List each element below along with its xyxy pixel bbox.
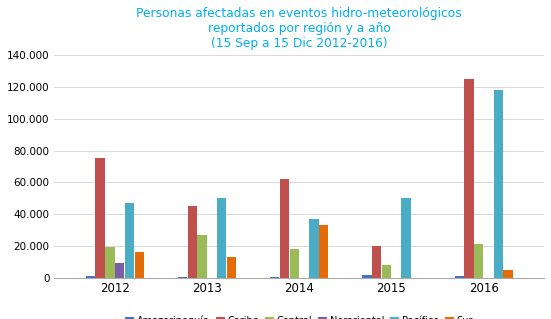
Title: Personas afectadas en eventos hidro-meteorológicos
reportados por región y a año: Personas afectadas en eventos hidro-mete… (136, 7, 462, 50)
Bar (197, 235, 207, 278)
Bar (455, 276, 464, 278)
Bar (280, 179, 289, 278)
Bar (86, 276, 95, 278)
Bar (464, 79, 474, 278)
Bar (402, 198, 410, 278)
Bar (382, 265, 391, 278)
Bar (125, 203, 134, 278)
Bar (95, 159, 105, 278)
Bar (494, 90, 503, 278)
Legend: Amazorinoquía, Caribe, Central, Nororiental, Pacífico, Sur: Amazorinoquía, Caribe, Central, Nororien… (126, 316, 473, 319)
Bar (290, 249, 299, 278)
Bar (115, 263, 125, 278)
Bar (372, 246, 381, 278)
Bar (188, 206, 197, 278)
Bar (319, 225, 328, 278)
Bar (105, 247, 115, 278)
Bar (474, 244, 483, 278)
Bar (270, 277, 279, 278)
Bar (309, 219, 318, 278)
Bar (134, 252, 144, 278)
Bar (504, 270, 513, 278)
Bar (178, 277, 187, 278)
Bar (363, 275, 372, 278)
Bar (217, 198, 226, 278)
Bar (227, 257, 236, 278)
